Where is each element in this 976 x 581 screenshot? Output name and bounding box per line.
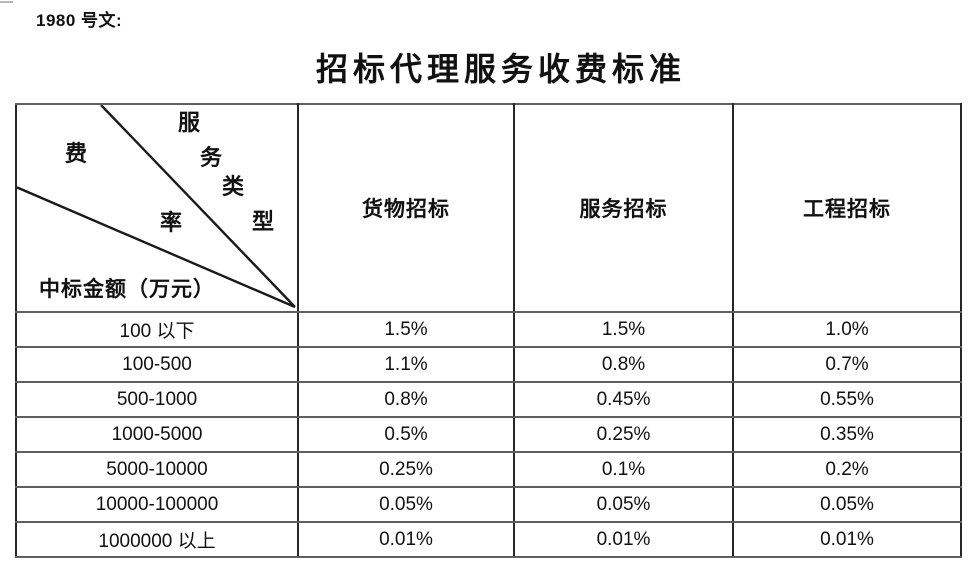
fee-table: 服 务 类 型 费 率 中标金额（万元） 货物招标 服务招标 工程招标 100 …	[15, 103, 962, 558]
rate-cell: 0.01%	[513, 521, 734, 558]
rate-cell: 0.05%	[732, 486, 962, 523]
header-row: 服 务 类 型 费 率 中标金额（万元） 货物招标 服务招标 工程招标	[15, 103, 962, 313]
rate-cell: 0.05%	[297, 486, 515, 523]
corner-amount-label: 中标金额（万元）	[39, 277, 215, 301]
corner-service-type-char: 服	[178, 110, 201, 135]
table-row: 500-1000 0.8% 0.45% 0.55%	[15, 381, 962, 418]
table-row: 1000000 以上 0.01% 0.01% 0.01%	[15, 521, 962, 558]
corner-service-type-char: 类	[222, 174, 245, 199]
rate-cell: 0.1%	[513, 451, 734, 488]
rate-cell: 0.45%	[513, 381, 734, 418]
rate-cell: 0.8%	[297, 381, 515, 418]
diagonal-split-lines	[18, 106, 296, 309]
rate-cell: 1.0%	[732, 311, 962, 348]
rate-cell: 1.5%	[297, 311, 515, 348]
rate-cell: 1.5%	[513, 311, 734, 348]
table-row: 100 以下 1.5% 1.5% 1.0%	[15, 311, 962, 348]
corner-rate-char: 率	[160, 210, 183, 235]
table-row: 5000-10000 0.25% 0.1% 0.2%	[15, 451, 962, 488]
amount-range-cell: 100-500	[15, 346, 299, 383]
diagonal-header-cell: 服 务 类 型 费 率 中标金额（万元）	[15, 103, 299, 313]
table-row: 10000-100000 0.05% 0.05% 0.05%	[15, 486, 962, 523]
scan-artifact-line	[0, 1, 13, 3]
rate-cell: 0.55%	[732, 381, 962, 418]
amount-range-cell: 500-1000	[15, 381, 299, 418]
rate-cell: 0.25%	[513, 416, 734, 453]
column-header-works: 工程招标	[732, 103, 962, 313]
rate-cell: 0.05%	[513, 486, 734, 523]
rate-cell: 0.35%	[732, 416, 962, 453]
page-title: 招标代理服务收费标准	[315, 51, 686, 87]
rate-cell: 0.5%	[297, 416, 515, 453]
column-header-goods: 货物招标	[297, 103, 515, 313]
doc-reference: 1980 号文:	[36, 11, 123, 30]
rate-cell: 0.01%	[297, 521, 515, 558]
rate-cell: 0.2%	[732, 451, 962, 488]
corner-service-type-char: 型	[252, 209, 275, 234]
rate-cell: 0.01%	[732, 521, 962, 558]
table-row: 100-500 1.1% 0.8% 0.7%	[15, 346, 962, 383]
corner-service-type-char: 务	[200, 145, 223, 170]
amount-range-cell: 1000000 以上	[15, 521, 299, 558]
amount-range-cell: 1000-5000	[15, 416, 299, 453]
amount-range-cell: 5000-10000	[15, 451, 299, 488]
rate-cell: 0.8%	[513, 346, 734, 383]
amount-range-cell: 100 以下	[15, 311, 299, 348]
column-header-services: 服务招标	[513, 103, 734, 313]
rate-cell: 1.1%	[297, 346, 515, 383]
amount-range-cell: 10000-100000	[15, 486, 299, 523]
rate-cell: 0.7%	[732, 346, 962, 383]
table-row: 1000-5000 0.5% 0.25% 0.35%	[15, 416, 962, 453]
rate-cell: 0.25%	[297, 451, 515, 488]
corner-rate-char: 费	[65, 141, 88, 166]
